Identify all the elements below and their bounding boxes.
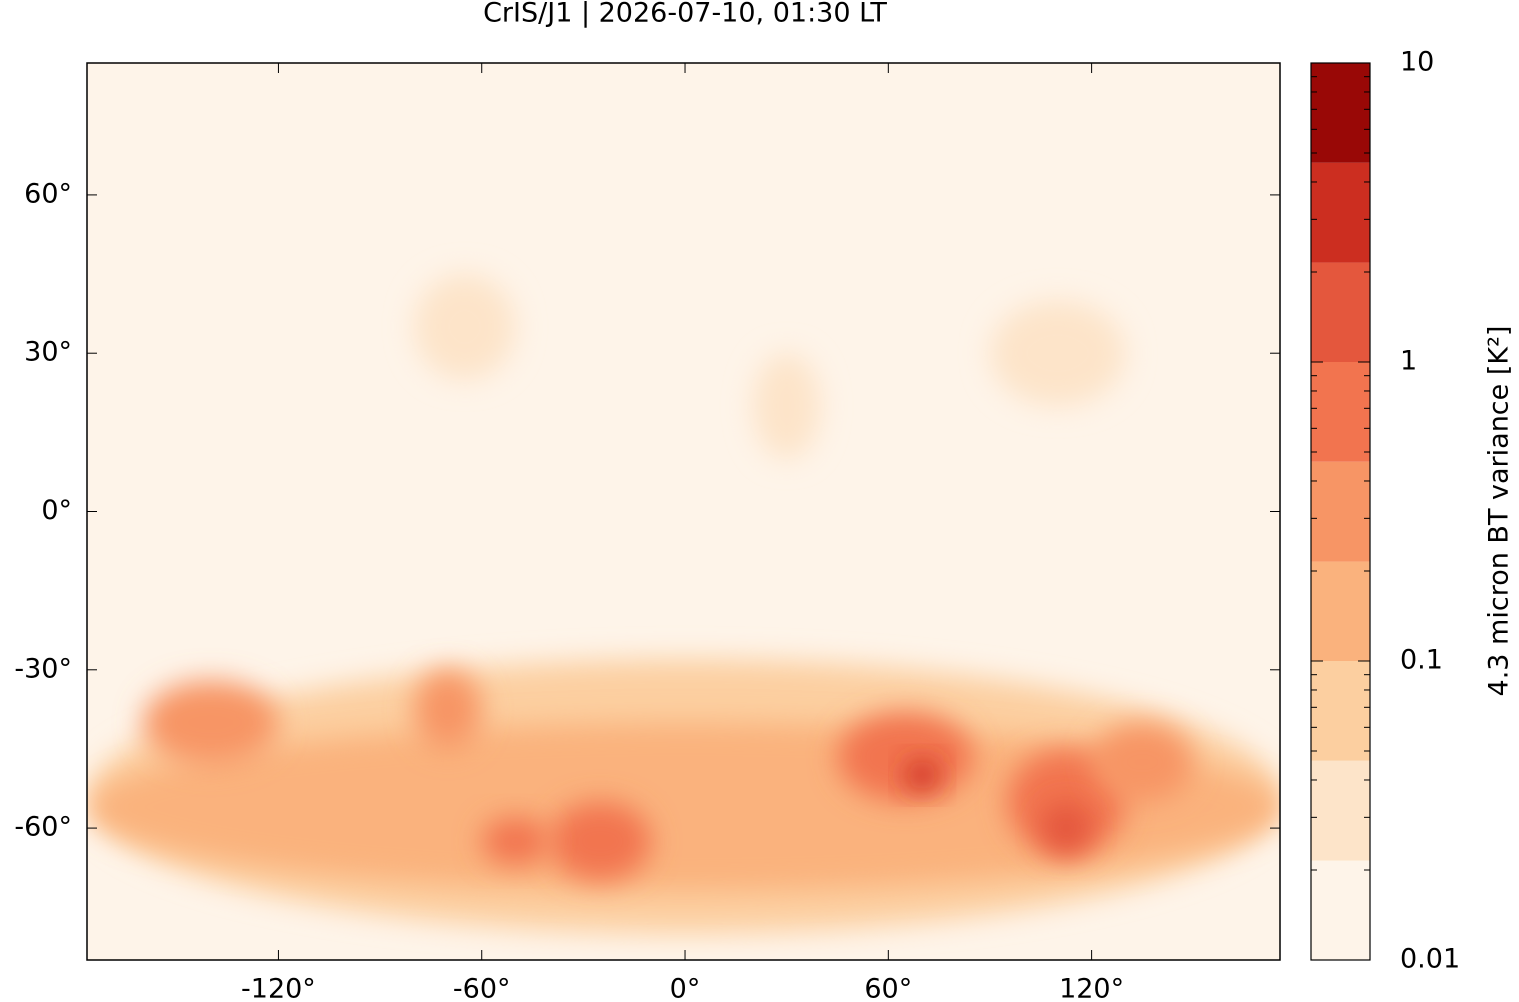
field-patch — [413, 669, 482, 749]
colorbar-label: 4.3 micron BT variance [K²] — [1484, 326, 1515, 697]
colorbar-band — [1311, 461, 1370, 562]
y-tick-label: 60° — [24, 178, 72, 209]
y-tick-label: 0° — [41, 495, 72, 526]
colorbar-tick-label: 0.01 — [1400, 944, 1460, 975]
colorbar-band — [1311, 262, 1370, 362]
field-patch — [549, 801, 652, 881]
colorbar-band — [1311, 760, 1370, 861]
colorbar-band — [1311, 661, 1370, 761]
y-tick-label: -60° — [14, 812, 72, 843]
colorbar-band — [1311, 162, 1370, 263]
field-patch — [142, 680, 279, 765]
field-patch — [752, 353, 821, 459]
colorbar-band — [1311, 63, 1370, 163]
x-tick-label: 60° — [864, 974, 912, 1002]
colorbar-frame — [1310, 62, 1371, 961]
field-patch — [905, 759, 940, 792]
y-tick-label: -30° — [14, 653, 72, 684]
colorbar-band — [1311, 860, 1370, 960]
field-patch — [989, 300, 1126, 406]
y-tick-label: 30° — [24, 337, 72, 368]
x-tick-label: -120° — [241, 974, 316, 1002]
x-tick-label: 120° — [1059, 974, 1124, 1002]
field-patch — [1040, 801, 1092, 855]
colorbar-band — [1311, 561, 1370, 661]
colorbar-tick-label: 1 — [1400, 346, 1417, 377]
field — [87, 63, 1280, 960]
field-patch — [413, 274, 516, 380]
chart-title: CrIS/J1 | 2026-07-10, 01:30 LT — [483, 0, 887, 29]
field-patch — [837, 712, 974, 802]
colorbar-band — [1311, 362, 1370, 462]
colorbar-tick-label: 0.1 — [1400, 645, 1443, 676]
colorbar-tick-label: 10 — [1400, 47, 1434, 78]
axes: -120° -60° 0° 60° 120° 60° 30° 0° -30° -60° 0.01 0.… — [14, 47, 1460, 1002]
x-tick-label: 0° — [670, 974, 701, 1002]
field-patch — [88, 722, 1280, 892]
field-patch — [481, 817, 550, 866]
field-patch — [1091, 722, 1194, 802]
x-tick-label: -60° — [453, 974, 511, 1002]
